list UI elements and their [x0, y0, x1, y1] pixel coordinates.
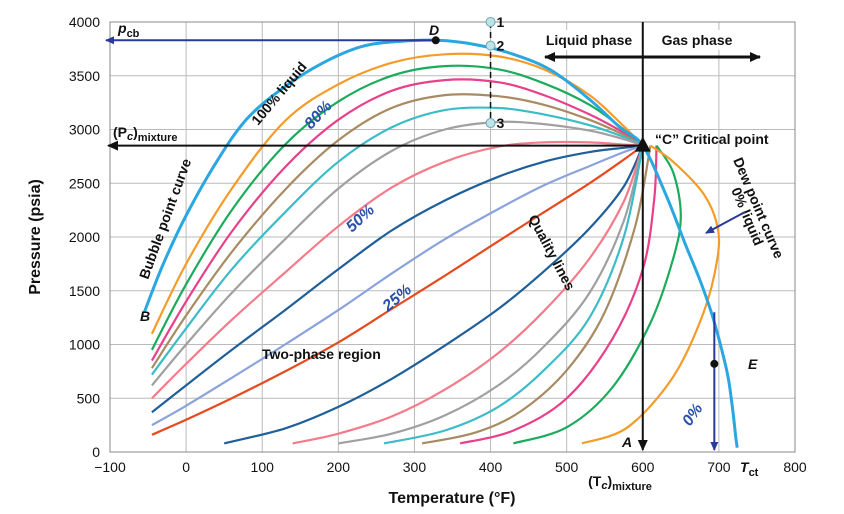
x-tick-label: 800 — [783, 459, 807, 475]
tc-mixture-label: (Tc)mixture — [588, 473, 652, 493]
point-B-label: B — [140, 308, 150, 324]
quality-line-16 — [459, 145, 658, 445]
quality-line-11 — [223, 145, 644, 445]
quality-line-17 — [513, 144, 682, 445]
pcb-label: pcb — [117, 20, 140, 40]
dew-point-arrow — [705, 211, 746, 234]
pc-mixture-label: (Pc)mixture — [113, 124, 178, 144]
point-E-label: E — [748, 356, 758, 372]
y-tick-label: 1500 — [69, 283, 100, 299]
y-tick-label: 4000 — [69, 14, 100, 30]
y-tick-labels: 0 500 1000 1500 2000 2500 3000 3500 4000 — [69, 14, 100, 460]
state-1-label: 1 — [497, 14, 505, 30]
quality-line-2 — [150, 64, 644, 351]
quality-line-10 — [151, 144, 644, 436]
state-points: 1 2 3 — [485, 14, 505, 131]
quality-line-18 — [581, 144, 721, 445]
y-axis-title: Pressure (psia) — [27, 179, 44, 295]
y-tick-label: 0 — [92, 444, 100, 460]
grid — [109, 21, 796, 453]
quality-line-5 — [151, 106, 644, 376]
quality-25-label: 25% — [379, 281, 415, 315]
phase-envelope-line — [142, 38, 739, 448]
x-tick-labels: −100 0 100 200 300 400 500 600 700 800 — [94, 459, 807, 475]
x-axis-title: Temperature (°F) — [388, 490, 515, 507]
quality-line-9 — [151, 144, 644, 427]
quality-50-label: 50% — [343, 202, 378, 236]
quality-line-3 — [150, 78, 644, 362]
quality-line-7 — [151, 140, 643, 400]
y-tick-label: 2000 — [69, 229, 100, 245]
y-tick-label: 2500 — [69, 175, 100, 191]
point-A-label: A — [621, 434, 632, 450]
y-tick-label: 3500 — [69, 68, 100, 84]
quality-line-4 — [150, 93, 644, 369]
quality-line-6 — [151, 120, 644, 387]
x-tick-label: 600 — [631, 459, 655, 475]
gas-phase-bg — [648, 30, 746, 50]
plot-frame — [109, 21, 796, 453]
point-D-label: D — [429, 22, 439, 38]
state-2-marker — [485, 40, 496, 51]
gas-phase-label: Gas phase — [662, 32, 733, 48]
quality-line-13 — [338, 145, 644, 445]
two-phase-label: Two-phase region — [262, 346, 381, 362]
quality-line-14 — [383, 145, 644, 445]
x-tick-label: 100 — [251, 459, 275, 475]
point-E-marker — [710, 359, 719, 368]
quality-line-15 — [421, 145, 652, 445]
critical-point-label: “C” Critical point — [655, 131, 769, 147]
liquid-100-label: 100% liquid — [248, 59, 310, 128]
quality-line-12 — [292, 145, 644, 445]
state-2-label: 2 — [497, 38, 505, 54]
x-tick-label: 300 — [403, 459, 427, 475]
liquid-phase-bg — [538, 30, 640, 50]
critical-point-marker — [634, 136, 651, 152]
state-3-marker — [485, 118, 496, 129]
y-tick-label: 500 — [77, 390, 101, 406]
x-tick-label: 500 — [555, 459, 579, 475]
point-D-marker — [431, 36, 440, 45]
quality-0-label: 0% — [679, 401, 706, 430]
x-tick-label: 200 — [327, 459, 351, 475]
quality-line-1 — [150, 52, 644, 335]
x-tick-label: 400 — [479, 459, 503, 475]
x-tick-label: 700 — [707, 459, 731, 475]
state-3-label: 3 — [497, 115, 505, 131]
phase-envelope — [142, 38, 739, 448]
tct-label: Tct — [740, 459, 759, 479]
state-1-marker — [485, 17, 496, 27]
y-tick-label: 3000 — [69, 122, 100, 138]
y-tick-label: 1000 — [69, 337, 100, 353]
x-tick-label: 0 — [182, 459, 190, 475]
x-tick-label: −100 — [94, 459, 126, 475]
liquid-phase-label: Liquid phase — [546, 32, 633, 48]
quality-curves — [150, 52, 721, 445]
quality-line-8 — [151, 144, 643, 414]
